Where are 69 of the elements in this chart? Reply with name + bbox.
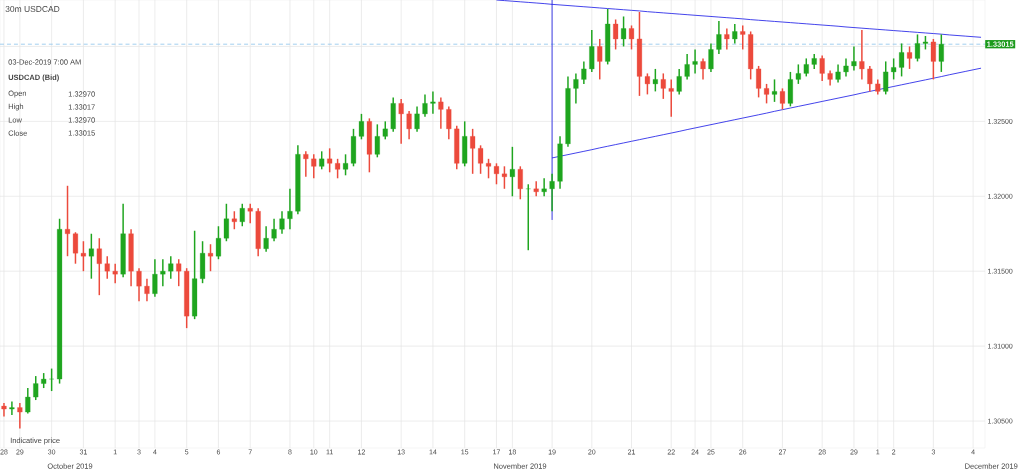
candlestick [184, 267, 190, 329]
candlestick [533, 180, 539, 198]
text: 30m USDCAD [5, 6, 60, 12]
candlestick [207, 243, 214, 272]
candlestick [613, 18, 619, 51]
candlestick [621, 15, 627, 48]
candlestick [430, 90, 436, 115]
candlestick [907, 45, 913, 70]
candlestick [509, 146, 515, 198]
candlestick [438, 96, 444, 130]
candlestick [843, 57, 849, 78]
candlestick [724, 27, 730, 51]
candlestick [652, 68, 658, 93]
candlestick [771, 78, 778, 103]
candlestick [835, 63, 841, 84]
candlestick [160, 258, 166, 287]
candlestick [779, 87, 785, 111]
candlestick [692, 48, 698, 75]
candlestick [462, 120, 468, 168]
candlestick [9, 400, 15, 416]
candlestick [859, 29, 865, 81]
candlestick [748, 30, 754, 81]
candlestick [215, 225, 221, 260]
candlestick [335, 158, 341, 180]
candlestick [851, 45, 857, 72]
candlestick [366, 117, 372, 174]
candlestick [787, 71, 793, 108]
candlestick [764, 83, 770, 105]
candlestick [525, 183, 531, 251]
candlestick [732, 23, 738, 45]
candlestick [883, 60, 889, 96]
candlestick [478, 144, 484, 175]
candlestick [875, 78, 881, 96]
candlestick [223, 203, 229, 242]
candlestick [891, 57, 897, 81]
candlestick [470, 128, 476, 175]
candlestick [96, 237, 102, 296]
candlestick [176, 258, 182, 287]
candlestick [597, 38, 603, 81]
candlestick [168, 255, 174, 280]
candlestick [644, 72, 650, 96]
candlestick [311, 153, 317, 180]
candlestick [756, 65, 762, 99]
candlestick [740, 24, 746, 51]
candlestick [17, 402, 23, 430]
candlestick [192, 229, 198, 320]
candlestick [80, 240, 86, 272]
candlestick [374, 123, 380, 159]
candlestick [49, 367, 55, 392]
candlestick [327, 147, 333, 174]
candlestick [247, 203, 253, 224]
candlestick [938, 33, 944, 73]
candlestick [239, 203, 245, 227]
candlestick [88, 232, 94, 280]
candlestick [668, 78, 674, 118]
candlestick [517, 165, 523, 201]
candlestick [1, 402, 7, 418]
candlestick [899, 42, 905, 78]
candlestick [541, 177, 547, 198]
candlestick [200, 240, 206, 284]
candlestick [112, 262, 118, 284]
candlestick [660, 72, 666, 100]
candlestick [57, 218, 63, 385]
candlestick [700, 57, 706, 81]
candlestick [605, 8, 611, 66]
candlestick [104, 255, 110, 280]
candlestick [795, 63, 801, 85]
candlestick [33, 375, 39, 401]
candlestick [930, 38, 936, 81]
